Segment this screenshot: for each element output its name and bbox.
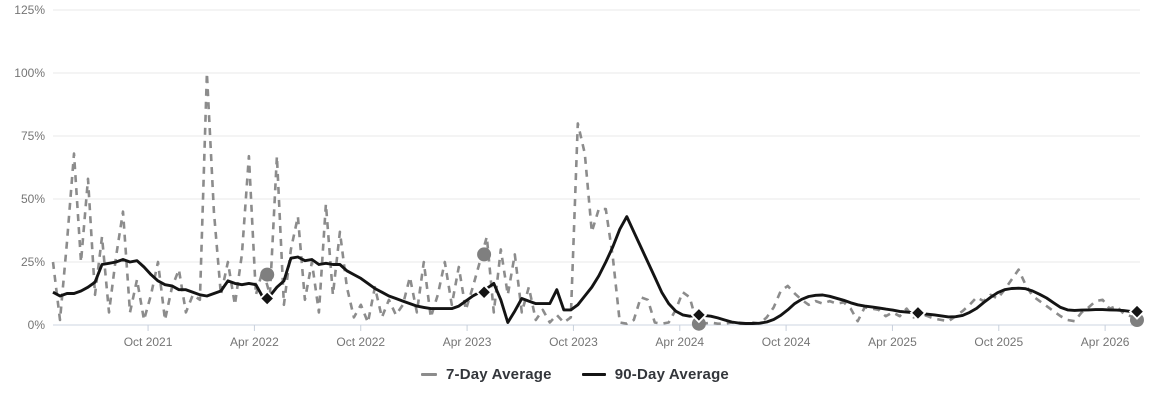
legend-item-7day[interactable]: 7-Day Average: [421, 366, 552, 383]
legend-swatch-90day-dash: [581, 372, 606, 376]
ninety-day-marker: [1128, 303, 1146, 320]
ninety-day-marker: [909, 304, 927, 322]
x-axis-label: Apr 2024: [655, 335, 704, 349]
line-chart: 0% 25% 50% 75% 100% 125% Oct 2021 Apr 2022 Oct 2…: [14, 3, 1146, 349]
y-axis-label: 50%: [21, 192, 45, 206]
ninety-day-marker: [475, 283, 493, 301]
x-axis-label: Apr 2026: [1081, 335, 1130, 349]
seven-day-line: [51, 71, 1139, 325]
y-axis-label: 75%: [21, 129, 45, 143]
x-axis-label: Apr 2022: [230, 335, 279, 349]
legend-swatch-7day-dash: [421, 372, 437, 376]
y-axis-label: 125%: [14, 3, 45, 17]
y-axis-label: 100%: [14, 66, 45, 80]
ninety-day-marker: [258, 290, 276, 307]
legend-label-90day: 90-Day Average: [614, 365, 729, 383]
y-axis-label: 25%: [21, 255, 45, 269]
legend-item-90day[interactable]: 90-Day Average: [581, 365, 729, 383]
x-axis-label: Oct 2024: [762, 335, 811, 349]
x-axis-label: Apr 2025: [868, 335, 917, 349]
y-axis-label: 0%: [28, 318, 46, 332]
chart-legend: 7-Day Average 90-Day Average: [0, 361, 1150, 387]
ninety-day-marker: [690, 306, 708, 324]
seven-day-marker: [1130, 313, 1144, 327]
x-axis-label: Apr 2023: [443, 335, 492, 349]
x-axis-label: Oct 2023: [549, 335, 598, 349]
ninety-day-line: [52, 215, 1138, 325]
x-axis-label: Oct 2025: [974, 335, 1023, 349]
seven-day-marker: [260, 267, 275, 282]
x-axis-label: Oct 2022: [336, 335, 385, 349]
x-axis-label: Oct 2021: [124, 335, 173, 349]
seven-day-marker: [477, 247, 492, 262]
seven-day-marker: [691, 316, 706, 331]
trend-chart-container: 0% 25% 50% 75% 100% 125% Oct 2021 Apr 2022 Oct 2…: [0, 3, 1150, 387]
legend-label-7day: 7-Day Average: [446, 365, 552, 383]
